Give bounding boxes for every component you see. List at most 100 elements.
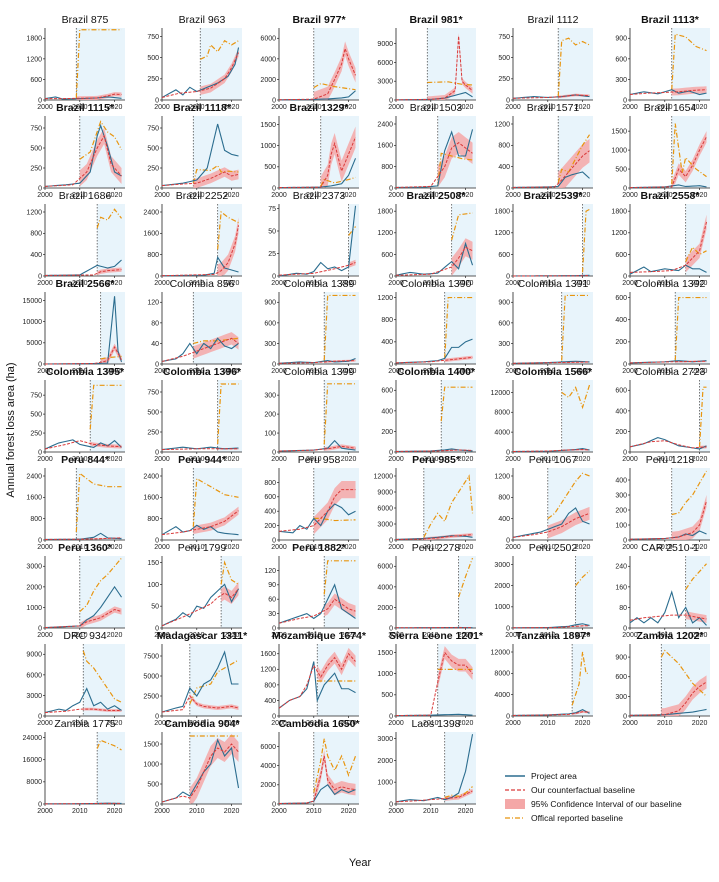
panel-title: Brazil 875 — [62, 14, 109, 26]
y-tick-label: 750 — [498, 34, 510, 41]
y-tick-label: 2000 — [260, 782, 276, 789]
panel-title: Colombia 1566* — [514, 366, 593, 378]
y-tick-label: 600 — [498, 320, 510, 327]
y-tick-label: 5000 — [26, 340, 42, 347]
y-tick-label: 250 — [498, 76, 510, 83]
y-tick-label: 6000 — [377, 564, 393, 571]
y-tick-label: 800 — [498, 495, 510, 502]
y-tick-label: 1800 — [494, 209, 510, 216]
y-tick-label: 2000 — [377, 605, 393, 612]
y-tick-label: 6000 — [260, 744, 276, 751]
panel-title: Brazil 1118* — [173, 102, 232, 114]
y-tick-label: 1200 — [494, 230, 510, 237]
panel-title: Colombia 1396* — [163, 366, 242, 378]
y-tick-label: 3000 — [377, 521, 393, 528]
y-tick-label: 750 — [30, 125, 42, 132]
x-tick-label: 2000 — [37, 544, 53, 551]
y-tick-label: 500 — [30, 412, 42, 419]
y-tick-label: 4000 — [377, 584, 393, 591]
panel-title: Brazil 2508* — [407, 190, 467, 202]
y-tick-label: 1800 — [611, 209, 627, 216]
y-tick-label: 100 — [615, 522, 627, 529]
panel-title: Peru 844* — [61, 454, 110, 466]
y-tick-label: 6000 — [377, 505, 393, 512]
x-tick-label: 2010 — [657, 720, 673, 727]
post-period-shade — [445, 292, 476, 364]
y-tick-label: 7500 — [143, 653, 159, 660]
x-tick-label: 2000 — [271, 808, 287, 815]
y-tick-label: 40 — [151, 341, 159, 348]
legend-project-label: Project area — [531, 771, 577, 781]
x-tick-label: 2000 — [622, 104, 638, 111]
y-tick-label: 500 — [147, 409, 159, 416]
panel-title: Peru 944* — [178, 454, 227, 466]
x-tick-label: 2000 — [37, 104, 53, 111]
y-tick-label: 500 — [147, 55, 159, 62]
y-tick-label: 500 — [147, 781, 159, 788]
y-tick-label: 200 — [615, 339, 627, 346]
y-tick-label: 12000 — [374, 473, 394, 480]
x-tick-label: 2020 — [224, 456, 240, 463]
panel-title: Madagascar 1311* — [157, 630, 248, 642]
x-tick-label: 2000 — [271, 192, 287, 199]
y-tick-label: 2400 — [377, 121, 393, 128]
x-tick-label: 2000 — [505, 544, 521, 551]
y-tick-label: 60 — [268, 597, 276, 604]
y-tick-label: 1200 — [377, 295, 393, 302]
y-tick-label: 1800 — [26, 36, 42, 43]
y-tick-label: 1600 — [260, 651, 276, 658]
x-tick-label: 2000 — [154, 280, 170, 287]
y-tick-label: 1600 — [143, 495, 159, 502]
legend-counterfactual-label: Our counterfactual baseline — [531, 785, 635, 795]
legend-ci-label: 95% Confidence Interval of our baseline — [531, 799, 682, 809]
x-tick-label: 2000 — [37, 192, 53, 199]
y-tick-label: 200 — [264, 412, 276, 419]
y-tick-label: 400 — [264, 509, 276, 516]
y-tick-label: 300 — [264, 393, 276, 400]
y-tick-label: 750 — [147, 34, 159, 41]
y-tick-label: 6000 — [377, 60, 393, 67]
post-period-shade — [459, 556, 476, 628]
panel-title: Colombia 1395* — [46, 366, 125, 378]
panel-title: Colombia 1392 — [635, 278, 706, 290]
y-tick-label: 4000 — [494, 692, 510, 699]
x-tick-label: 2020 — [692, 720, 708, 727]
y-tick-label: 2000 — [260, 77, 276, 84]
y-tick-label: 120 — [264, 568, 276, 575]
y-tick-label: 3000 — [26, 693, 42, 700]
x-tick-label: 2010 — [540, 720, 556, 727]
y-tick-label: 4000 — [260, 763, 276, 770]
y-tick-label: 600 — [498, 252, 510, 259]
panel-title: Brazil 1113* — [641, 14, 700, 26]
y-tick-label: 24000 — [23, 735, 43, 742]
y-tick-label: 8000 — [26, 779, 42, 786]
y-tick-label: 600 — [264, 320, 276, 327]
y-tick-label: 100 — [147, 582, 159, 589]
y-tick-label: 3000 — [26, 564, 42, 571]
y-tick-label: 800 — [381, 317, 393, 324]
panel-title: Peru 985* — [412, 454, 461, 466]
y-tick-label: 100 — [264, 430, 276, 437]
y-tick-label: 250 — [147, 76, 159, 83]
panel-title: Peru 1882* — [292, 542, 347, 554]
x-tick-label: 2010 — [72, 808, 88, 815]
y-tick-label: 1200 — [26, 56, 42, 63]
y-tick-label: 500 — [381, 692, 393, 699]
